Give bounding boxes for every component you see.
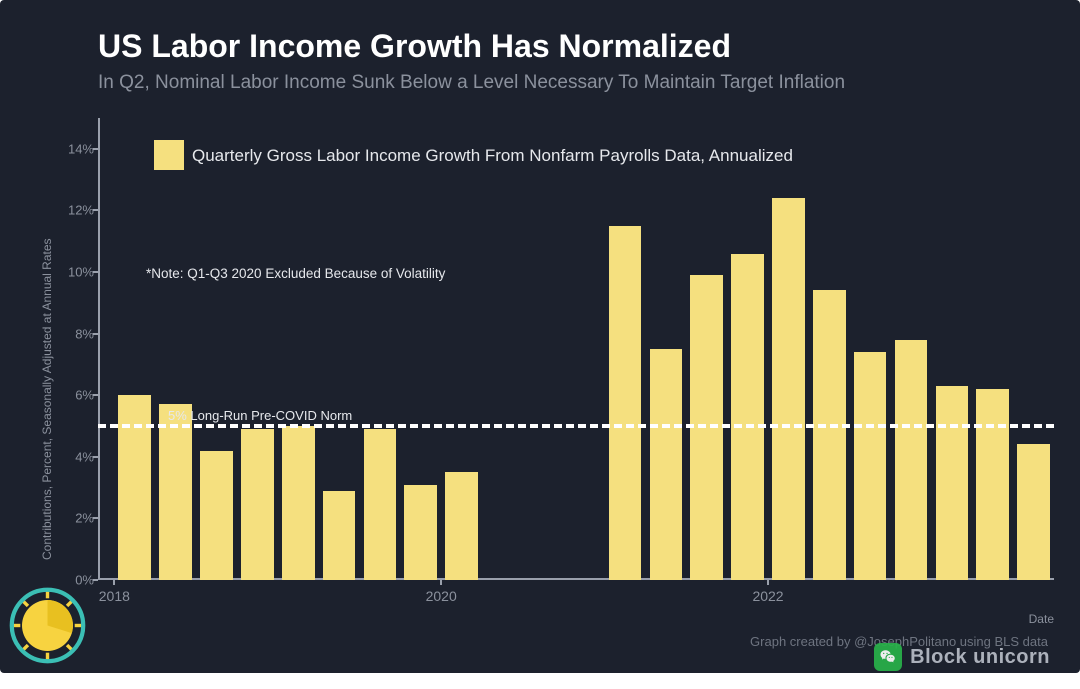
bar [323, 491, 356, 580]
y-tick-label: 2% [58, 511, 94, 526]
watermark-text: Block unicorn [910, 646, 1050, 669]
legend-label: Quarterly Gross Labor Income Growth From… [192, 146, 793, 166]
chart-title: US Labor Income Growth Has Normalized [98, 28, 731, 65]
y-axis-title: Contributions, Percent, Seasonally Adjus… [40, 238, 54, 560]
reference-line-label: 5% Long-Run Pre-COVID Norm [168, 408, 352, 423]
bar [650, 349, 683, 580]
bar [813, 290, 846, 580]
x-tick-mark [113, 580, 115, 585]
y-tick-mark [93, 271, 98, 273]
x-tick-label: 2020 [426, 588, 457, 604]
y-tick-mark [93, 579, 98, 581]
y-axis-line [98, 118, 100, 580]
y-tick-mark [93, 333, 98, 335]
y-tick-label: 10% [58, 265, 94, 280]
y-tick-mark [93, 209, 98, 211]
bar [772, 198, 805, 580]
y-tick-label: 4% [58, 449, 94, 464]
bar [936, 386, 969, 580]
x-tick-label: 2018 [99, 588, 130, 604]
bar [445, 472, 478, 580]
x-tick-mark [767, 580, 769, 585]
bar [895, 340, 928, 580]
y-tick-mark [93, 394, 98, 396]
wechat-icon [874, 643, 902, 671]
y-tick-label: 6% [58, 388, 94, 403]
bar [1017, 444, 1050, 580]
bar [364, 429, 397, 580]
volatility-note: *Note: Q1-Q3 2020 Excluded Because of Vo… [146, 266, 445, 281]
bar [404, 485, 437, 580]
bar [241, 429, 274, 580]
y-tick-mark [93, 148, 98, 150]
bar [118, 395, 151, 580]
bar [609, 226, 642, 580]
y-tick-label: 12% [58, 203, 94, 218]
reference-line [98, 424, 1054, 428]
legend-swatch [154, 140, 184, 170]
chart-subtitle: In Q2, Nominal Labor Income Sunk Below a… [98, 72, 845, 94]
bar [731, 254, 764, 580]
bar [159, 404, 192, 580]
bar [976, 389, 1009, 580]
bar [200, 451, 233, 580]
sun-logo-icon [5, 583, 90, 668]
watermark: Block unicorn [874, 643, 1050, 671]
bar [854, 352, 887, 580]
plot-area: Quarterly Gross Labor Income Growth From… [98, 118, 1054, 610]
x-axis-title: Date [1029, 612, 1054, 626]
x-tick-label: 2022 [752, 588, 783, 604]
y-tick-label: 8% [58, 326, 94, 341]
y-tick-label: 14% [58, 141, 94, 156]
bar [282, 426, 315, 580]
y-tick-mark [93, 456, 98, 458]
chart-frame: US Labor Income Growth Has Normalized In… [0, 0, 1080, 673]
y-tick-mark [93, 517, 98, 519]
x-tick-mark [440, 580, 442, 585]
